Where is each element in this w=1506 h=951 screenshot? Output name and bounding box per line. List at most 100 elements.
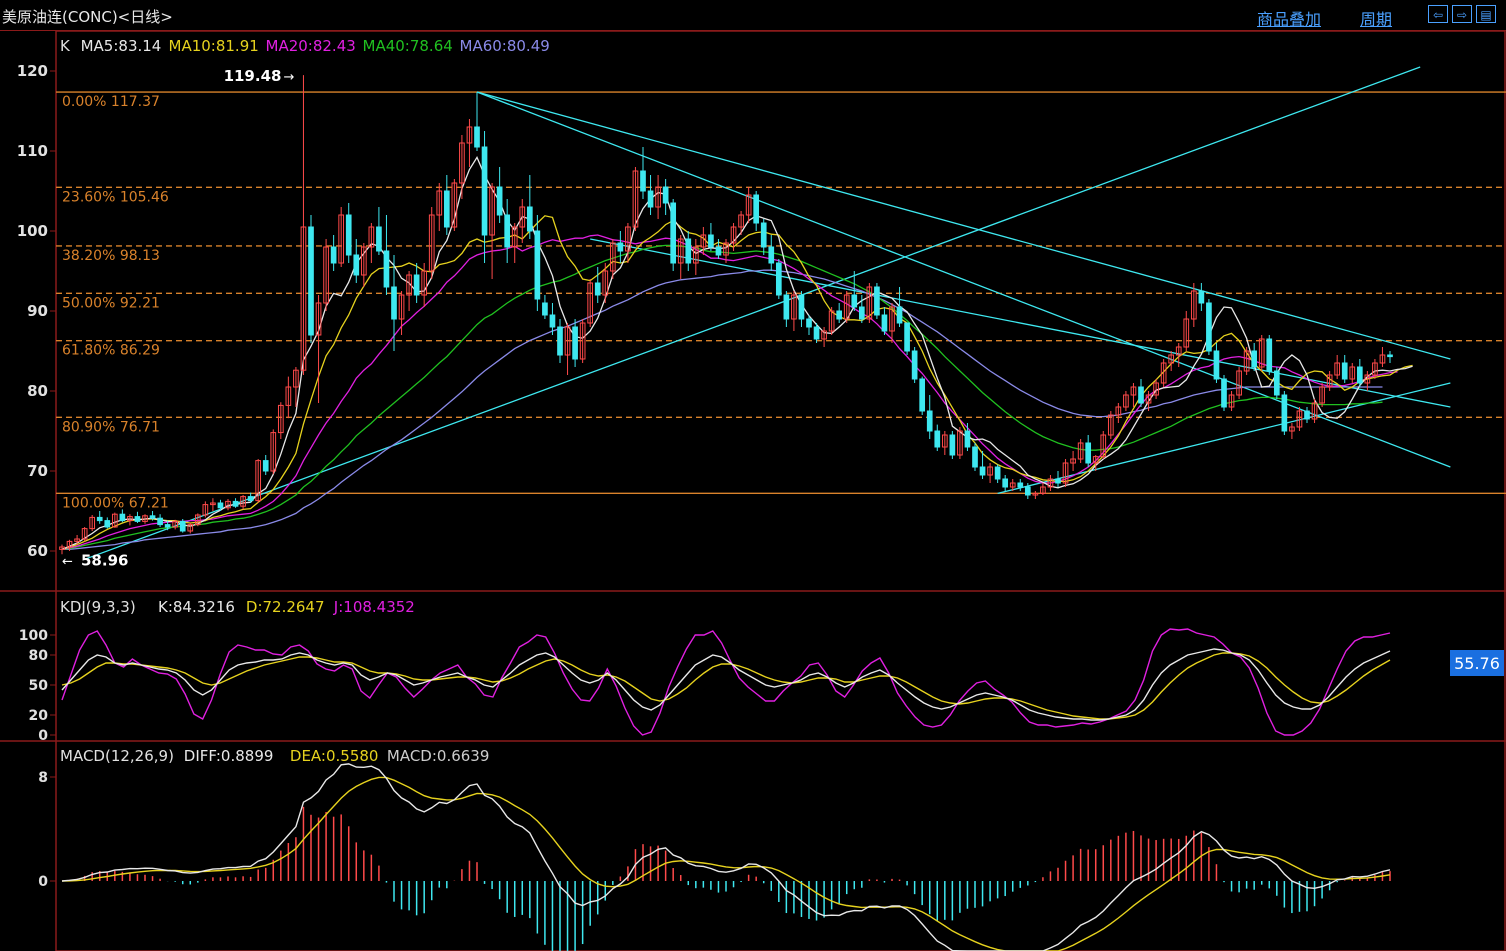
candle-body: [685, 238, 692, 264]
macd-tick-label: 0: [38, 874, 48, 890]
candle-body: [323, 246, 329, 304]
panel-menu-icon[interactable]: ▤: [1476, 5, 1496, 23]
legend-item: K:84.3216: [158, 598, 235, 616]
trendline: [84, 66, 1421, 560]
candle-body: [187, 524, 194, 532]
candle-body: [843, 294, 850, 320]
candle-body: [240, 496, 246, 507]
legend-item: MA10:81.91: [169, 37, 259, 55]
candle-body: [1024, 486, 1031, 496]
candle-body: [609, 242, 616, 272]
price-legend-prefix: K: [60, 37, 71, 55]
period-button[interactable]: 周期: [1360, 10, 1393, 29]
macd-diff-line: [61, 763, 1391, 951]
candle-body: [270, 432, 277, 472]
candle-body: [89, 516, 96, 530]
candle-body: [1334, 362, 1341, 376]
candle-body: [225, 500, 231, 509]
candle-body: [594, 282, 601, 296]
candle-body: [210, 502, 216, 506]
candle-body: [949, 434, 956, 456]
price-tick-label: 70: [27, 462, 48, 480]
candle-body: [760, 222, 767, 248]
candle-body: [413, 274, 420, 296]
kdj-panel: KDJ(9,3,3) K:84.3216 D:72.2647 J:108.4352 10…: [19, 598, 1504, 744]
candle-body: [579, 322, 586, 360]
candle-body: [353, 254, 360, 276]
candle-body: [66, 540, 73, 548]
kdj-j-line: [61, 628, 1391, 736]
candle-body: [1341, 362, 1348, 380]
candle-body: [1281, 394, 1288, 432]
candle-body: [1183, 318, 1190, 348]
candle-body: [632, 170, 639, 228]
overlay-commodity-button[interactable]: 商品叠加: [1257, 10, 1322, 29]
candle-body: [783, 294, 790, 320]
candle-body: [406, 274, 412, 296]
fib-label: 50.00% 92.21: [62, 295, 160, 311]
candle-body: [723, 242, 729, 256]
candle-body: [1387, 354, 1393, 358]
ma10-line: [61, 215, 1413, 551]
candle-body: [919, 378, 926, 412]
candle-body: [1289, 426, 1295, 432]
candle-body: [134, 516, 141, 522]
candle-body: [557, 326, 563, 356]
candle-body: [300, 226, 307, 371]
candle-body: [474, 126, 480, 148]
candle-body: [1040, 486, 1046, 494]
candle-body: [1243, 350, 1250, 372]
price-legend: 119.48 → ← 58.96 K MA5:83.14 MA10:81.91 MA20:82…: [60, 37, 550, 569]
candle-body: [836, 310, 843, 320]
candle-body: [889, 306, 895, 332]
candle-body: [74, 538, 80, 542]
candle-body: [142, 515, 148, 522]
kdj-tick-label: 80: [29, 648, 49, 664]
candle-body: [1190, 290, 1197, 320]
kdj-d-line: [61, 652, 1391, 720]
candle-body: [345, 214, 352, 256]
fib-label: 0.00% 117.37: [62, 94, 160, 110]
candle-body: [655, 186, 661, 208]
candle-body: [708, 234, 714, 248]
trendline: [476, 91, 1451, 468]
candle-body: [1062, 462, 1069, 484]
candle-body: [293, 369, 299, 388]
candle-body: [172, 520, 179, 528]
kdj-legend-prefix: KDJ(9,3,3): [60, 598, 136, 616]
nav-next-icon[interactable]: ⇨: [1452, 5, 1472, 23]
candle-body: [1258, 338, 1265, 368]
candle-body: [1085, 442, 1092, 464]
trendline: [997, 382, 1451, 495]
candle-body: [572, 326, 578, 360]
candle-body: [1198, 290, 1205, 304]
candle-body: [466, 126, 473, 144]
nav-prev-icon[interactable]: ⇦: [1428, 5, 1448, 23]
candle-body: [481, 146, 488, 236]
candle-body: [1319, 386, 1325, 404]
candle-body: [1356, 366, 1363, 384]
candle-body: [496, 186, 503, 216]
candle-body: [398, 294, 405, 320]
macd-legend-prefix: MACD(12,26,9): [60, 747, 174, 765]
candle-body: [255, 460, 262, 502]
candle-body: [111, 513, 118, 528]
candle-body: [1055, 478, 1061, 484]
candle-body: [1311, 402, 1318, 420]
candle-body: [813, 326, 820, 340]
candle-body: [285, 386, 292, 406]
fib-label: 38.20% 98.13: [62, 248, 160, 264]
candle-body: [851, 294, 858, 308]
candle-body: [821, 330, 827, 340]
candle-body: [157, 517, 163, 526]
candle-body: [972, 446, 978, 468]
candle-body: [1236, 370, 1242, 396]
candle-body: [753, 194, 760, 224]
candle-body: [368, 226, 375, 248]
ma5-line: [61, 155, 1413, 550]
candle-body: [451, 182, 458, 228]
frame-border: [55, 31, 1506, 951]
candle-body: [994, 466, 1001, 480]
candle-body: [308, 226, 314, 336]
